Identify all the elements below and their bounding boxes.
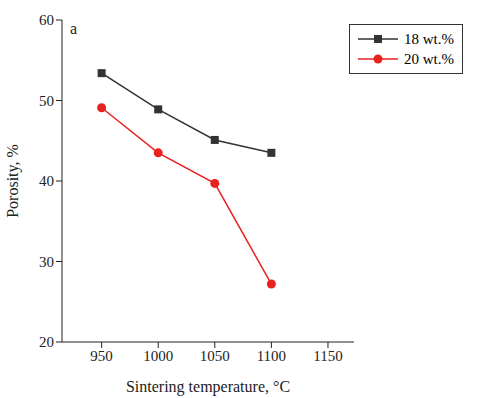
- svg-text:1000: 1000: [143, 348, 173, 364]
- svg-text:20: 20: [39, 334, 54, 350]
- svg-text:40: 40: [39, 173, 54, 189]
- svg-text:1150: 1150: [313, 348, 342, 364]
- svg-text:Porosity, %: Porosity, %: [8, 144, 22, 218]
- svg-text:60: 60: [39, 12, 54, 28]
- html-text:18 wt.%: 18 wt.%: [404, 31, 454, 47]
- svg-text:1050: 1050: [200, 348, 230, 364]
- svg-text:1100: 1100: [257, 348, 286, 364]
- html-text:20 wt.%: 20 wt.%: [404, 51, 454, 67]
- svg-text:950: 950: [90, 348, 113, 364]
- html-text:a: a: [70, 20, 78, 37]
- svg-text:Sintering temperature, °C: Sintering temperature, °C: [126, 378, 290, 396]
- svg-text:30: 30: [39, 254, 54, 270]
- svg-text:50: 50: [39, 93, 54, 109]
